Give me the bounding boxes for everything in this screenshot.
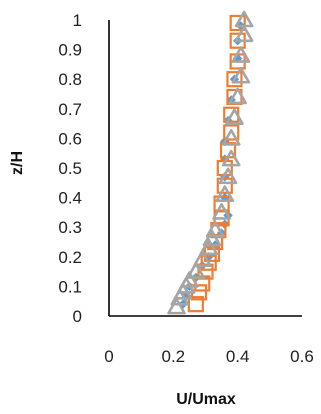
y-tick-label: 0.8 [58, 70, 82, 89]
y-tick-label: 0.3 [58, 218, 82, 237]
x-tick-label: 0.2 [162, 347, 186, 366]
triangle-series [167, 10, 254, 315]
data-point-triangle [180, 271, 199, 288]
y-tick-label: 0.9 [58, 41, 82, 60]
data-point-triangle [202, 229, 222, 247]
data-point-triangle [192, 250, 212, 268]
data-point-triangle [186, 262, 206, 279]
y-tick-label: 1 [73, 11, 82, 30]
x-axis-title: U/Umax [176, 391, 236, 408]
data-point-triangle [215, 185, 235, 202]
data-point-triangle [212, 203, 231, 220]
data-point-square [223, 124, 240, 141]
y-tick-label: 0.1 [58, 277, 82, 296]
data-point-square [213, 195, 230, 212]
y-tick-label: 0.7 [58, 100, 82, 119]
data-point-triangle [234, 25, 254, 43]
series-layer [167, 10, 254, 315]
data-point-triangle [228, 87, 247, 105]
x-tick-label: 0.6 [290, 347, 314, 366]
data-point-triangle [221, 129, 241, 146]
data-point-triangle [205, 220, 225, 238]
data-point-square [226, 71, 243, 88]
data-point-triangle [221, 149, 241, 167]
data-point-triangle [225, 108, 244, 125]
y-tick-label: 0.5 [58, 159, 82, 178]
data-point-square [200, 254, 217, 271]
data-point-triangle [199, 238, 219, 256]
x-tick-label: 0.4 [226, 347, 250, 366]
y-axis-title: z/H [9, 151, 26, 175]
y-tick-label: 0.4 [58, 189, 82, 208]
x-tick-label: 0 [104, 347, 113, 366]
data-point-triangle [167, 297, 186, 315]
data-point-square [216, 177, 233, 194]
data-point-triangle [218, 167, 238, 185]
x-tick-labels: 0 0.2 0.4 0.6 [104, 347, 314, 366]
y-tick-label: 0.6 [58, 129, 82, 148]
data-point-triangle [234, 10, 254, 28]
data-point-triangle [231, 46, 251, 63]
y-tick-label: 0.2 [58, 248, 82, 267]
data-point-triangle [231, 66, 251, 84]
y-tick-labels: 0 0.1 0.2 0.3 0.4 0.5 0.6 0.7 0.8 0.9 1 [58, 11, 82, 326]
y-tick-label: 0 [73, 307, 82, 326]
data-point-square [229, 14, 246, 32]
